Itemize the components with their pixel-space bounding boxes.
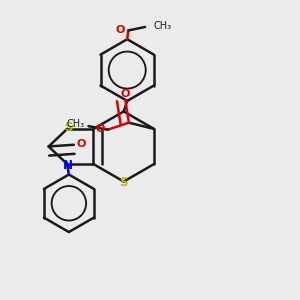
Text: CH₃: CH₃ <box>67 119 85 129</box>
Text: O: O <box>95 124 105 134</box>
Text: S: S <box>119 176 128 189</box>
Text: O: O <box>116 25 125 35</box>
Text: S: S <box>64 122 72 134</box>
Text: O: O <box>121 88 130 99</box>
Text: N: N <box>63 159 73 172</box>
Text: O: O <box>76 140 86 149</box>
Text: CH₃: CH₃ <box>154 21 172 31</box>
